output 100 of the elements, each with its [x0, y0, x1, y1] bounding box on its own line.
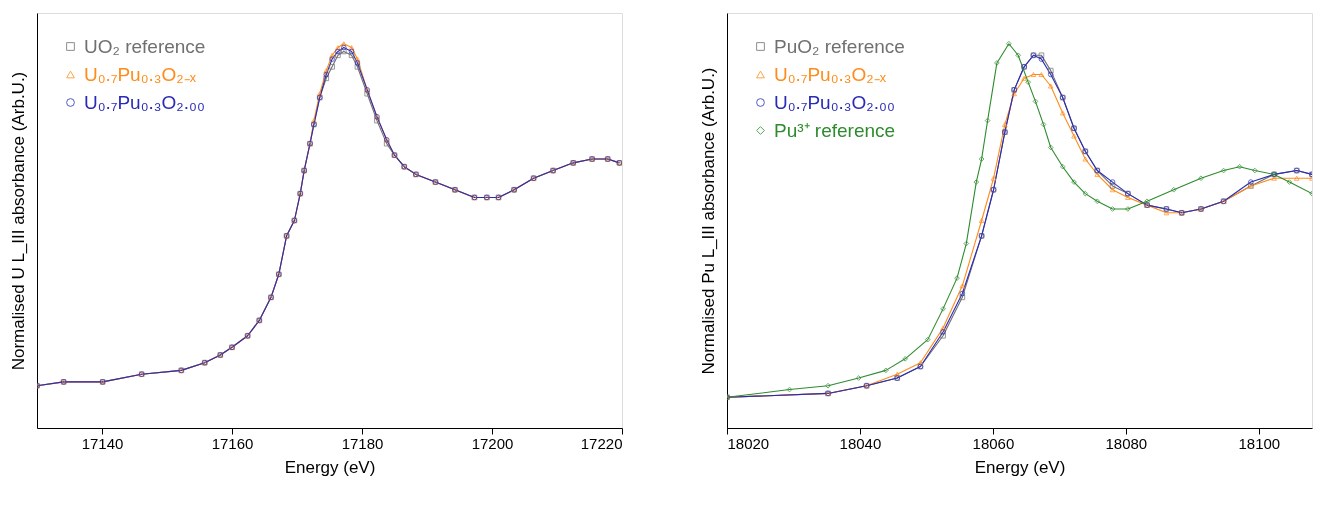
point — [1082, 156, 1089, 162]
point — [883, 367, 889, 374]
point — [354, 60, 361, 66]
point — [1293, 175, 1300, 181]
point — [354, 56, 361, 62]
point — [341, 48, 347, 55]
point — [978, 156, 985, 162]
x-tick-label: 17140 — [81, 434, 124, 452]
point — [894, 371, 900, 377]
x-axis-title: Energy (eV) — [974, 457, 1066, 477]
x-tick-label: 17180 — [341, 434, 384, 452]
point — [902, 356, 908, 362]
point — [1038, 52, 1045, 59]
point — [959, 294, 966, 301]
y-axis-title: Normalised Pu L_III absorbance (Arb.U.) — [698, 67, 718, 375]
point — [1002, 121, 1008, 127]
point — [959, 283, 966, 289]
point — [1109, 187, 1116, 193]
point — [940, 332, 946, 339]
point — [348, 48, 355, 55]
legend-label: U₀.₇Pu₀.₃O₂.₀₀ — [774, 91, 895, 113]
point — [374, 117, 380, 124]
point — [1252, 167, 1258, 174]
x-tick-label: 17220 — [580, 434, 623, 452]
point — [978, 218, 985, 223]
point — [1125, 206, 1131, 212]
point — [1047, 144, 1054, 151]
point — [383, 140, 390, 147]
point — [1109, 179, 1116, 185]
point — [994, 60, 1000, 66]
point — [1047, 83, 1054, 89]
point — [1038, 56, 1045, 62]
point — [1047, 71, 1054, 78]
point — [963, 240, 970, 247]
legend-label: Pu³⁺ reference — [774, 119, 896, 141]
x-tick-label: 17160 — [211, 434, 254, 452]
legend-label: U₀.₇Pu₀.₃O₂₋ₓ — [84, 63, 197, 85]
point — [984, 117, 991, 124]
point — [973, 179, 980, 185]
x-tick-label: 18040 — [839, 434, 882, 452]
point — [311, 118, 317, 124]
point — [940, 306, 946, 312]
point — [1236, 163, 1243, 170]
point — [1015, 52, 1021, 59]
point — [1082, 190, 1089, 197]
point — [940, 325, 946, 331]
legend-label: PuO₂ reference — [774, 35, 905, 57]
point — [1271, 175, 1277, 181]
point — [348, 52, 355, 59]
point — [1094, 171, 1101, 177]
point — [786, 386, 793, 393]
point — [1047, 67, 1054, 74]
point — [1220, 167, 1227, 174]
x-axis-title: Energy (eV) — [284, 457, 376, 477]
point — [1163, 210, 1170, 216]
point — [323, 75, 330, 82]
point — [917, 360, 924, 366]
point — [1109, 183, 1116, 189]
point — [335, 45, 341, 51]
point — [323, 71, 330, 78]
x-tick-label: 18080 — [1105, 434, 1148, 452]
legend-label: UO₂ reference — [84, 35, 206, 57]
point — [1094, 198, 1101, 205]
point — [329, 64, 335, 70]
point — [341, 44, 347, 51]
point — [1071, 179, 1077, 185]
point — [855, 375, 862, 381]
x-tick-label: 18020 — [727, 434, 770, 452]
point — [1032, 98, 1039, 105]
point — [1038, 72, 1045, 77]
point — [959, 290, 966, 297]
point — [1006, 40, 1012, 47]
point — [1059, 110, 1066, 116]
x-tick-label: 18060 — [972, 434, 1015, 452]
point — [354, 64, 361, 70]
point — [1071, 133, 1077, 139]
point — [1059, 163, 1066, 170]
point — [364, 90, 370, 97]
point — [990, 175, 997, 181]
point — [1025, 79, 1031, 85]
point — [329, 56, 335, 62]
y-axis-title: Normalised U L_III absorbance (Arb.U.) — [8, 71, 28, 371]
legend-label: U₀.₇Pu₀.₃O₂₋ₓ — [774, 63, 887, 85]
point — [1248, 179, 1254, 185]
point — [1030, 72, 1037, 77]
point — [1198, 175, 1204, 182]
point — [825, 382, 831, 389]
x-tick-label: 17200 — [471, 434, 514, 452]
point — [1125, 194, 1131, 200]
point — [335, 52, 341, 59]
point — [1011, 91, 1017, 97]
point — [940, 329, 946, 335]
point — [1286, 179, 1293, 185]
point — [924, 336, 931, 343]
legend-label: U₀.₇Pu₀.₃O₂.₀₀ — [84, 91, 205, 113]
point — [1109, 206, 1116, 212]
x-tick-label: 18100 — [1238, 434, 1281, 452]
point — [1170, 186, 1177, 193]
point — [1040, 121, 1047, 128]
point — [954, 275, 960, 281]
